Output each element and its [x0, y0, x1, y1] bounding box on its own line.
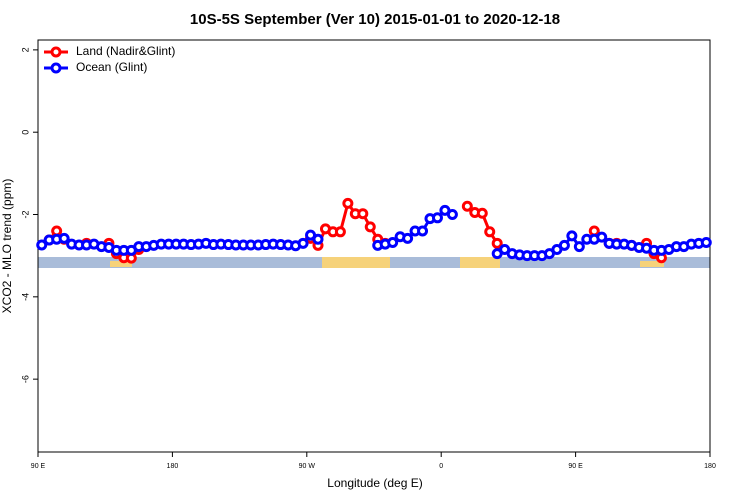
y-tick-label: -2: [20, 211, 30, 219]
map-strip: [38, 257, 710, 268]
data-point: [476, 207, 488, 219]
data-point: [297, 237, 309, 249]
data-point: [700, 237, 712, 249]
x-tick-label: 90 E: [568, 463, 583, 470]
data-point: [573, 241, 585, 253]
data-point: [36, 239, 48, 251]
land-strip: [322, 257, 390, 268]
data-point: [364, 221, 376, 233]
y-tick-label: -4: [20, 293, 30, 301]
data-point: [387, 237, 399, 249]
series: [36, 204, 712, 262]
data-point: [417, 225, 429, 237]
x-tick-label: 0: [439, 463, 443, 470]
data-point: [558, 239, 570, 251]
data-point: [461, 200, 473, 212]
y-tick-label: 2: [20, 47, 30, 52]
data-point: [431, 212, 443, 224]
land-strip: [640, 261, 664, 267]
legend-label: Land (Nadir&Glint): [76, 44, 175, 58]
x-axis-label: Longitude (deg E): [327, 476, 422, 490]
legend-label: Ocean (Glint): [76, 60, 147, 74]
land-strip: [110, 261, 132, 267]
data-point: [334, 226, 346, 238]
data-point: [312, 233, 324, 245]
data-point: [446, 209, 458, 221]
y-tick-label: -6: [20, 375, 30, 383]
x-tick-label: 90 E: [31, 463, 46, 470]
y-axis-label: XCO2 - MLO trend (ppm): [0, 179, 14, 314]
data-point: [484, 226, 496, 238]
data-point: [596, 231, 608, 243]
legend-marker: [50, 46, 62, 58]
x-tick-label: 180: [167, 463, 179, 470]
data-point: [58, 232, 70, 244]
chart-title: 10S-5S September (Ver 10) 2015-01-01 to …: [190, 11, 560, 28]
y-tick-label: 0: [20, 130, 30, 135]
land-strip: [460, 257, 500, 268]
x-tick-label: 90 W: [299, 463, 316, 470]
data-point: [342, 197, 354, 209]
data-point: [491, 237, 503, 249]
data-point: [402, 232, 414, 244]
x-tick-label: 180: [704, 463, 716, 470]
data-point: [566, 230, 578, 242]
data-point: [357, 208, 369, 220]
legend-marker: [50, 62, 62, 74]
